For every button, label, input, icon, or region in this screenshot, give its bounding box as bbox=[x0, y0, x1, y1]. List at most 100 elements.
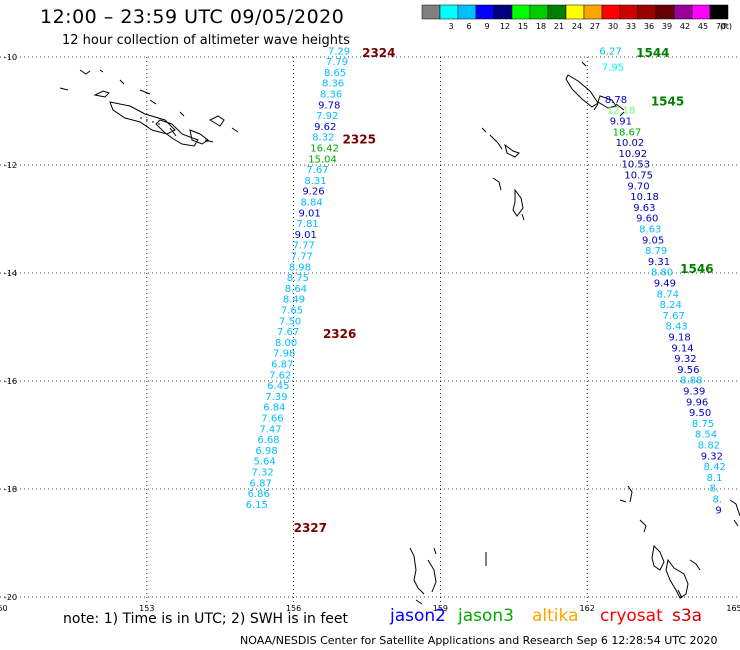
colorbar-swatch bbox=[637, 4, 657, 20]
wave-height-value: 6.87 bbox=[271, 360, 293, 371]
coastlines bbox=[59, 61, 740, 605]
colorbar-label: 12 bbox=[500, 22, 510, 31]
altimeter-tracks: 7.297.798.658.368.369.787.929.628.3216.4… bbox=[246, 46, 726, 535]
footer-note: note: 1) Time is in UTC; 2) SWH is in fe… bbox=[63, 611, 349, 627]
colorbar-swatch bbox=[583, 4, 603, 20]
coastline-png bbox=[59, 69, 239, 147]
wave-height-value: 9.14 bbox=[671, 343, 693, 354]
lon-tick-label: 165 bbox=[726, 604, 740, 613]
wave-height-value: 8.49 bbox=[283, 295, 305, 306]
colorbar-label: 36 bbox=[644, 22, 654, 31]
pass-number-label: 2325 bbox=[343, 132, 376, 146]
colorbar-unit: (ft) bbox=[720, 22, 732, 31]
satellite-legend-jason2: jason2 bbox=[390, 606, 446, 626]
wave-height-value: 5.64 bbox=[253, 457, 275, 468]
lat-tick-label: -16 bbox=[4, 377, 17, 386]
wave-height-value: 8.88 bbox=[680, 376, 702, 387]
satellite-legend-altika: altika bbox=[532, 606, 579, 626]
lat-tick-label: -18 bbox=[4, 485, 17, 494]
wave-height-value: 7.66 bbox=[261, 414, 283, 425]
wave-height-value: 8.75 bbox=[287, 273, 309, 284]
wave-height-value: 8.1 bbox=[707, 473, 723, 484]
wave-height-value: 6.87 bbox=[250, 478, 272, 489]
coastline-png-dots bbox=[140, 117, 160, 125]
wave-height-value: 9.60 bbox=[636, 214, 658, 225]
colorbar-label: 27 bbox=[590, 22, 600, 31]
wave-height-value: 8.31 bbox=[304, 176, 326, 187]
colorbar-label: 33 bbox=[626, 22, 636, 31]
wave-height-value: 9.50 bbox=[689, 408, 711, 419]
wave-height-value: 8.78 bbox=[605, 95, 627, 106]
wave-height-value: 7.62 bbox=[269, 370, 291, 381]
colorbar-label: 9 bbox=[484, 22, 489, 31]
colorbar-label: 18 bbox=[536, 22, 546, 31]
wave-height-value: 10.18 bbox=[630, 192, 659, 203]
wave-height-value: 9.31 bbox=[648, 257, 670, 268]
lon-tick-label: 156 bbox=[286, 604, 301, 613]
pass-number-label: 1545 bbox=[651, 95, 684, 109]
wave-height-value: 8. bbox=[712, 495, 722, 506]
wave-height-value: 12.18 bbox=[607, 106, 636, 117]
colorbar-label: 24 bbox=[572, 22, 582, 31]
wave-height-value: 8.36 bbox=[320, 90, 342, 101]
colorbar-swatch bbox=[439, 4, 459, 20]
wave-height-value: 9.01 bbox=[295, 230, 317, 241]
colorbar-label: 3 bbox=[448, 22, 453, 31]
colorbar-swatch bbox=[691, 4, 711, 20]
wave-height-value: 6.98 bbox=[255, 446, 277, 457]
satellite-legend-s3a: s3a bbox=[672, 606, 703, 626]
wave-height-colorbar: 3 6 9 12 15 18 21 24 27 30 33 36 39 42 45 70(ft) bbox=[421, 4, 732, 31]
lat-tick-label: -10 bbox=[4, 53, 17, 62]
colorbar-swatch bbox=[511, 4, 531, 20]
lon-tick-label: 153 bbox=[139, 604, 154, 613]
wave-height-value: 9.91 bbox=[610, 117, 632, 128]
wave-height-value: 7.67 bbox=[277, 327, 299, 338]
wave-height-value: 9.56 bbox=[677, 365, 699, 376]
satellite-legend-cryosat: cryosat bbox=[600, 606, 663, 626]
wave-height-value: 8.79 bbox=[645, 246, 667, 257]
wave-height-value: 8.65 bbox=[324, 68, 346, 79]
wave-height-value: 9.32 bbox=[701, 451, 723, 462]
colorbar-swatch bbox=[475, 4, 495, 20]
wave-height-value: 9.39 bbox=[683, 387, 705, 398]
lat-tick-label: -14 bbox=[4, 269, 17, 278]
wave-height-value: 6.84 bbox=[263, 403, 285, 414]
colorbar-swatch bbox=[673, 4, 693, 20]
colorbar-label: 45 bbox=[698, 22, 708, 31]
pass-number-label: 2327 bbox=[294, 521, 327, 535]
wave-height-value: 8.54 bbox=[695, 430, 717, 441]
wave-height-value: 8.98 bbox=[289, 262, 311, 273]
wave-height-value: 8.74 bbox=[657, 289, 679, 300]
wave-height-value: 7.29 bbox=[328, 46, 350, 57]
wave-height-value: 8.36 bbox=[322, 79, 344, 90]
lat-lon-grid: -10 -12 -14 -16 -18 -20 150 153 156 159 162 165 bbox=[0, 53, 740, 613]
wave-height-value: 9.18 bbox=[668, 333, 690, 344]
wave-height-value: 8.82 bbox=[698, 441, 720, 452]
lon-tick-label: 162 bbox=[580, 604, 595, 613]
wave-height-value: 7.92 bbox=[316, 111, 338, 122]
wave-height-value: 7.47 bbox=[259, 424, 281, 435]
wave-height-value: 8. bbox=[710, 484, 720, 495]
lat-tick-label: -12 bbox=[4, 161, 17, 170]
wave-height-value: 8.43 bbox=[665, 322, 687, 333]
wave-height-value: 16.42 bbox=[310, 144, 339, 155]
wave-height-value: 9.01 bbox=[298, 208, 320, 219]
wave-height-value: 9.49 bbox=[654, 279, 676, 290]
wave-height-value: 7.81 bbox=[297, 219, 319, 230]
wave-height-value: 18.67 bbox=[613, 127, 642, 138]
wave-height-value: 7.67 bbox=[663, 311, 685, 322]
wave-height-value: 15.04 bbox=[308, 154, 337, 165]
colorbar-swatch bbox=[709, 4, 729, 20]
colorbar-swatch bbox=[547, 4, 567, 20]
colorbar-swatch bbox=[655, 4, 675, 20]
wave-height-value: 9.05 bbox=[642, 235, 664, 246]
wave-height-value: 8.64 bbox=[285, 284, 307, 295]
lon-tick-label: 159 bbox=[433, 604, 448, 613]
colorbar-swatch bbox=[493, 4, 513, 20]
coastline-solomons bbox=[565, 61, 625, 117]
wave-height-value: 9.26 bbox=[302, 187, 324, 198]
colorbar-label: 21 bbox=[554, 22, 564, 31]
wave-height-value: 9 bbox=[715, 505, 721, 516]
